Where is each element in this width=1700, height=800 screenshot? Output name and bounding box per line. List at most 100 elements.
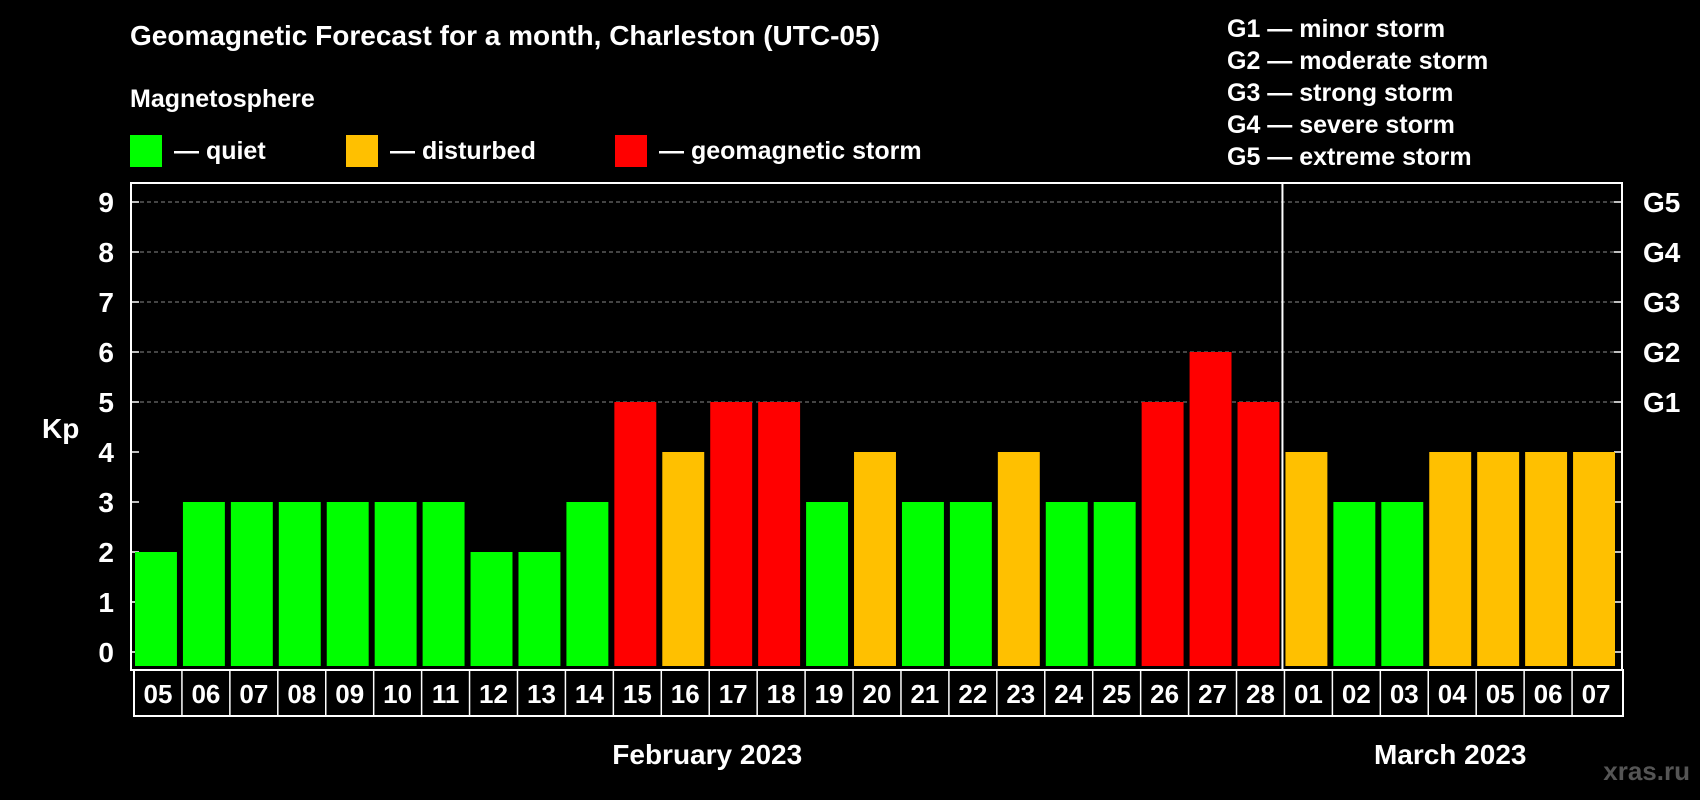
bar <box>1237 402 1280 666</box>
y-tick-label: 7 <box>98 287 114 318</box>
bar <box>1573 452 1615 666</box>
y-tick-label: 0 <box>98 637 114 668</box>
right-axis-label: G4 <box>1643 237 1681 268</box>
watermark: xras.ru <box>1603 756 1690 786</box>
x-tick-label: 08 <box>287 679 316 709</box>
x-tick-label: 19 <box>815 679 844 709</box>
bar <box>230 502 273 666</box>
bar <box>1333 502 1376 666</box>
x-tick-label: 05 <box>1486 679 1515 709</box>
x-tick-label: 16 <box>671 679 700 709</box>
storm-level-legend: G1 — minor storm G2 — moderate storm G3 … <box>1227 13 1488 173</box>
x-tick-label: 07 <box>1582 679 1611 709</box>
x-tick-label: 23 <box>1006 679 1035 709</box>
x-tick-label: 03 <box>1390 679 1419 709</box>
x-tick-label: 18 <box>767 679 796 709</box>
x-tick-label: 02 <box>1342 679 1371 709</box>
bar <box>1381 502 1424 666</box>
bar <box>949 502 992 666</box>
bar <box>997 452 1040 666</box>
bar <box>1285 452 1328 666</box>
legend-label-storm: — geomagnetic storm <box>659 136 922 165</box>
bar <box>1525 452 1568 666</box>
x-tick-label: 21 <box>910 679 939 709</box>
right-axis-label: G2 <box>1643 337 1680 368</box>
bar <box>758 402 801 666</box>
bar <box>326 502 369 666</box>
bar <box>470 552 513 666</box>
legend-label-disturbed: — disturbed <box>390 136 536 165</box>
y-tick-label: 8 <box>98 237 114 268</box>
bar <box>182 502 225 666</box>
bar <box>1093 502 1136 666</box>
y-tick-label: 4 <box>98 437 114 468</box>
storm-level-g1: G1 — minor storm <box>1227 15 1446 43</box>
x-tick-label: 06 <box>191 679 220 709</box>
bar <box>854 452 896 666</box>
legend-item-disturbed: — disturbed <box>346 134 536 168</box>
bar <box>135 552 177 666</box>
x-tick-label: 20 <box>863 679 892 709</box>
right-axis-label: G3 <box>1643 287 1680 318</box>
x-tick-label: 15 <box>623 679 652 709</box>
chart-title: Geomagnetic Forecast for a month, Charle… <box>130 20 880 51</box>
date-axis-frame <box>133 669 1624 717</box>
legend-subtitle: Magnetosphere <box>130 85 315 113</box>
x-tick-label: 17 <box>719 679 748 709</box>
bar <box>278 502 321 666</box>
x-tick-label: 13 <box>527 679 556 709</box>
legend-swatch-storm <box>615 135 647 167</box>
x-tick-label: 05 <box>144 679 173 709</box>
bar <box>1429 452 1472 666</box>
month-label: February 2023 <box>612 739 802 770</box>
bar <box>901 502 944 666</box>
y-tick-label: 5 <box>98 387 114 418</box>
x-tick-label: 01 <box>1294 679 1323 709</box>
storm-level-g2: G2 — moderate storm <box>1227 47 1489 75</box>
x-tick-label: 28 <box>1246 679 1275 709</box>
y-tick-label: 3 <box>98 487 114 518</box>
y-axis-label: Kp <box>42 413 79 444</box>
legend-swatch-disturbed <box>346 135 378 167</box>
legend-item-storm: — geomagnetic storm <box>615 134 922 168</box>
x-tick-label: 26 <box>1150 679 1179 709</box>
storm-level-g4: G4 — severe storm <box>1227 111 1455 139</box>
y-tick-label: 2 <box>98 537 114 568</box>
storm-level-g5: G5 — extreme storm <box>1227 143 1472 171</box>
x-tick-label: 25 <box>1102 679 1131 709</box>
bar <box>614 402 657 666</box>
y-tick-label: 9 <box>98 187 114 218</box>
bar <box>806 502 849 666</box>
bar <box>566 502 609 666</box>
bar <box>710 402 753 666</box>
x-tick-label: 27 <box>1198 679 1227 709</box>
x-tick-label: 10 <box>383 679 412 709</box>
y-tick-label: 1 <box>98 587 114 618</box>
x-tick-label: 24 <box>1054 679 1083 709</box>
legend-swatch-quiet <box>130 135 162 167</box>
x-tick-label: 09 <box>335 679 364 709</box>
month-label: March 2023 <box>1374 739 1527 770</box>
x-tick-label: 12 <box>479 679 508 709</box>
x-tick-label: 14 <box>575 679 604 709</box>
bar <box>1141 402 1184 666</box>
bar <box>1045 502 1088 666</box>
legend-item-quiet: — quiet <box>130 134 266 168</box>
x-tick-label: 22 <box>958 679 987 709</box>
x-tick-label: 04 <box>1438 679 1467 709</box>
x-tick-label: 07 <box>239 679 268 709</box>
storm-level-g3: G3 — strong storm <box>1227 79 1454 107</box>
legend-label-quiet: — quiet <box>174 136 266 165</box>
bar <box>422 502 465 666</box>
bar <box>1477 452 1520 666</box>
bar <box>374 502 417 666</box>
x-tick-label: 11 <box>432 679 460 709</box>
x-tick-label: 06 <box>1534 679 1563 709</box>
bar <box>662 452 705 666</box>
y-tick-label: 6 <box>98 337 114 368</box>
bar <box>518 552 561 666</box>
right-axis-label: G1 <box>1643 387 1680 418</box>
right-axis-label: G5 <box>1643 187 1680 218</box>
bar <box>1189 352 1232 666</box>
